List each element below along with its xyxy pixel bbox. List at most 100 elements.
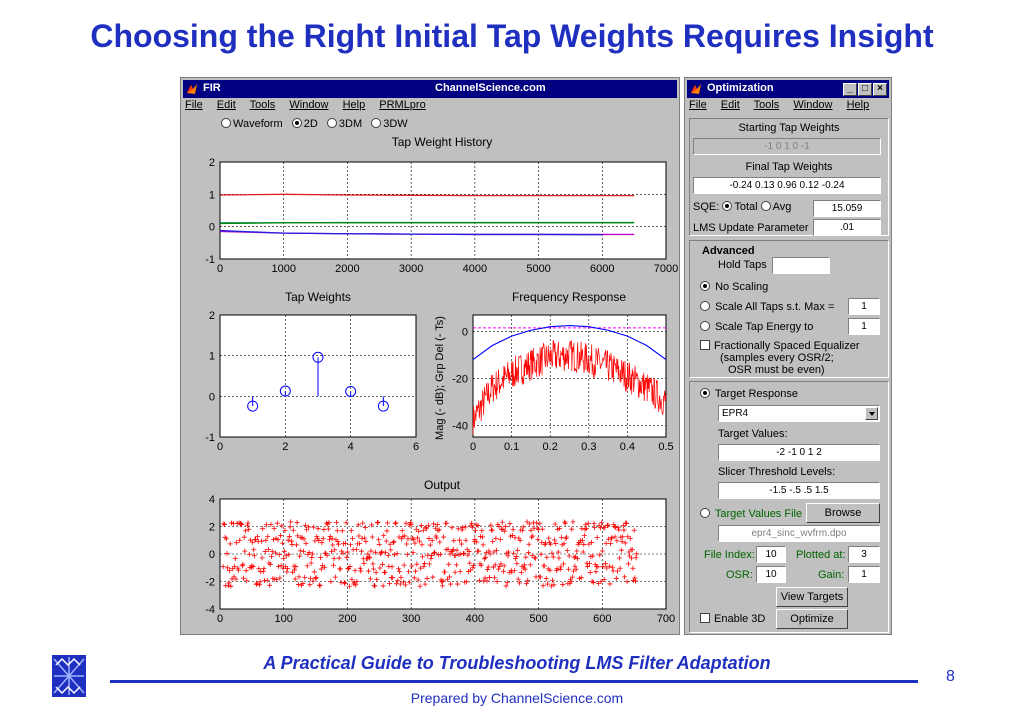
plot-ticks: 0 100 200 300 400 500 600 700 -4 -2 0 2 4: [205, 494, 675, 625]
starting-tap-weights-label: Starting Tap Weights: [738, 122, 840, 134]
target-response-dropdown[interactable]: EPR4: [718, 405, 880, 422]
x-tick-label: 400: [466, 613, 484, 625]
data-point: [345, 385, 357, 397]
data-point: [312, 351, 324, 363]
y-tick-label: 0: [462, 326, 468, 338]
menu-help[interactable]: Help: [342, 99, 366, 111]
y-tick-label: 2: [209, 157, 215, 169]
maximize-icon[interactable]: □: [858, 83, 872, 96]
scale-tap-energy-radio[interactable]: Scale Tap Energy to: [700, 321, 813, 333]
view-mode-radio-group: Waveform 2D 3DM 3DW: [221, 118, 414, 130]
scale-tap-energy-field[interactable]: 1: [848, 318, 880, 335]
menu-edit[interactable]: Edit: [720, 99, 740, 111]
minimize-icon[interactable]: _: [843, 83, 857, 96]
y-tick-label: 1: [209, 189, 215, 201]
menu-edit[interactable]: Edit: [216, 99, 236, 111]
x-tick-label: 600: [593, 613, 611, 625]
view-waveform-radio[interactable]: Waveform: [221, 118, 283, 130]
x-tick-label: 300: [402, 613, 420, 625]
x-tick-label: 4000: [463, 263, 487, 275]
fir-plots-canvas: Tap Weight History 0 1000 2000 3000 4000 5000…: [205, 135, 678, 625]
radio-icon: [700, 301, 710, 311]
radio-selected-icon: [722, 201, 733, 211]
fir-titlebar[interactable]: FIR ChannelScience.com: [183, 80, 677, 98]
menu-prmlpro[interactable]: PRMLpro: [379, 99, 426, 111]
x-tick-label: 500: [529, 613, 547, 625]
menu-tools[interactable]: Tools: [249, 99, 276, 111]
chevron-down-icon[interactable]: [865, 407, 878, 420]
plot-series: [219, 193, 635, 236]
view-3dw-radio[interactable]: 3DW: [371, 118, 408, 130]
menu-tools[interactable]: Tools: [753, 99, 780, 111]
y-tick-label: 4: [209, 494, 215, 506]
y-tick-label: 2: [209, 522, 215, 534]
footer-title: A Practical Guide to Troubleshooting LMS…: [263, 653, 771, 673]
browse-button[interactable]: Browse: [806, 503, 880, 523]
hold-taps-label: Hold Taps: [718, 259, 767, 271]
plot-area: [472, 314, 667, 438]
tap-weight-history-plot: Tap Weight History 0 1000 2000 3000 4000 5000…: [205, 135, 678, 275]
channelscience-logo-icon: [52, 655, 86, 697]
x-tick-label: 0: [217, 613, 223, 625]
optimize-button[interactable]: Optimize: [776, 609, 848, 629]
plotted-at-field[interactable]: 3: [848, 546, 880, 563]
final-tap-weights-field[interactable]: -0.24 0.13 0.96 0.12 -0.24: [693, 177, 881, 194]
plot-area: [219, 498, 667, 610]
close-icon[interactable]: ×: [873, 83, 887, 96]
plot-grid: [473, 315, 666, 437]
radio-selected-icon: [700, 388, 710, 398]
x-tick-label: 6: [413, 441, 419, 453]
y-tick-label: -1: [205, 254, 215, 266]
menu-help[interactable]: Help: [846, 99, 870, 111]
gain-field[interactable]: 1: [848, 566, 880, 583]
menu-file[interactable]: File: [689, 99, 707, 111]
radio-icon: [221, 118, 231, 128]
plot-series: [472, 325, 667, 435]
sqe-row: SQE: Total Avg: [693, 201, 792, 213]
sqe-total-radio[interactable]: Total: [722, 201, 758, 213]
target-response-radio[interactable]: Target Response: [700, 388, 798, 400]
file-index-field[interactable]: 10: [756, 546, 786, 563]
scale-all-taps-radio[interactable]: Scale All Taps s.t. Max =: [700, 301, 834, 313]
plot-series: [220, 519, 640, 589]
target-values-field[interactable]: -2 -1 0 1 2: [718, 444, 880, 461]
fractionally-spaced-checkbox[interactable]: Fractionally Spaced Equalizer: [700, 340, 860, 352]
osr-field[interactable]: 10: [756, 566, 786, 583]
file-index-label: File Index:: [704, 549, 755, 561]
view-targets-button[interactable]: View Targets: [776, 587, 848, 607]
hold-taps-field[interactable]: [772, 257, 830, 274]
target-values-label: Target Values:: [718, 428, 788, 440]
lms-update-field[interactable]: .01: [813, 219, 881, 236]
view-3dm-radio[interactable]: 3DM: [326, 118, 362, 130]
y-tick-label: -4: [205, 604, 215, 616]
x-tick-label: 3000: [399, 263, 423, 275]
radio-icon: [371, 118, 382, 128]
menu-window[interactable]: Window: [289, 99, 329, 111]
advanced-group: Advanced Hold Taps No Scaling Scale All …: [689, 240, 889, 378]
enable-3d-checkbox[interactable]: Enable 3D: [700, 613, 765, 625]
optimization-titlebar[interactable]: Optimization _ □ ×: [687, 80, 889, 98]
menu-file[interactable]: File: [185, 99, 203, 111]
x-tick-label: 700: [657, 613, 675, 625]
no-scaling-radio[interactable]: No Scaling: [700, 281, 768, 293]
sqe-avg-radio[interactable]: Avg: [760, 201, 791, 213]
radio-icon: [700, 508, 710, 518]
x-tick-label: 2: [282, 441, 288, 453]
x-tick-label: 1000: [271, 263, 295, 275]
x-tick-label: 4: [348, 441, 354, 453]
sqe-value-field[interactable]: 15.059: [813, 200, 881, 217]
scale-all-taps-field[interactable]: 1: [848, 298, 880, 315]
view-2d-radio[interactable]: 2D: [291, 118, 318, 130]
tap-weights-group: Starting Tap Weights -1 0 1 0 -1 Final T…: [689, 118, 889, 236]
menu-window[interactable]: Window: [793, 99, 833, 111]
series-line: [219, 193, 635, 197]
target-values-file-field[interactable]: epr4_sinc_wvfrm.dpo: [718, 525, 880, 542]
starting-tap-weights-field[interactable]: -1 0 1 0 -1: [693, 138, 881, 155]
slicer-threshold-field[interactable]: -1.5 -.5 .5 1.5: [718, 482, 880, 499]
series-line: [219, 222, 635, 225]
target-values-file-radio[interactable]: Target Values File: [700, 508, 802, 520]
optimization-window-title: Optimization: [707, 82, 774, 94]
plot-ticks: 0 0.1 0.2 0.3 0.4 0.5 -40 -20 0: [452, 326, 674, 453]
